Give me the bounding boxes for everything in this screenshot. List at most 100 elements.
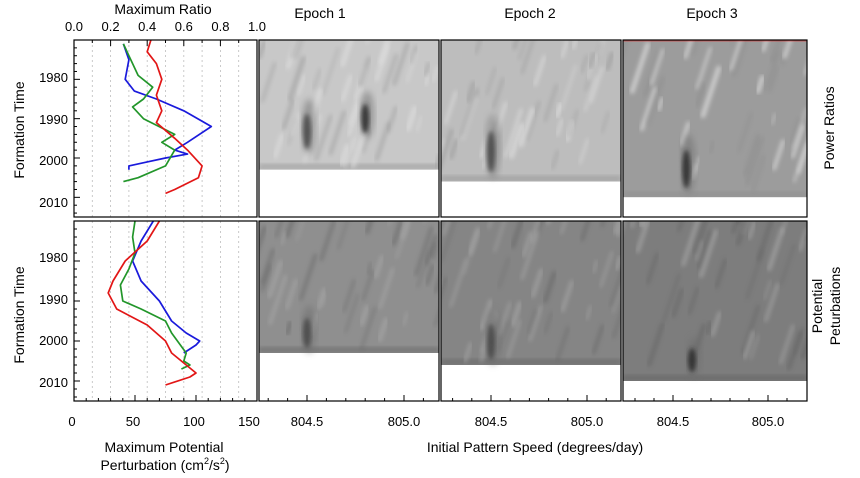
contour-streak xyxy=(556,326,570,361)
contour-streak xyxy=(267,259,284,299)
contour-streak xyxy=(604,51,615,71)
contour-streak xyxy=(449,258,468,308)
contour-streak xyxy=(474,40,482,55)
contour-streak xyxy=(314,114,333,161)
epoch-3-title: Epoch 3 xyxy=(686,5,738,21)
contour-streak xyxy=(284,320,293,336)
contour-streak xyxy=(406,52,418,83)
contour-blob xyxy=(303,113,311,149)
contour-streak xyxy=(441,276,448,297)
contour-streak xyxy=(791,124,805,159)
row-label-potential: Potential xyxy=(809,279,825,333)
epoch-3-line xyxy=(107,221,197,386)
bottom-axis-title-line1: Maximum Potential xyxy=(104,439,223,455)
contour-streak xyxy=(745,136,765,186)
contour-streak xyxy=(555,118,564,137)
contour-streak xyxy=(597,40,605,56)
contour-streak xyxy=(268,274,288,325)
contour-streak xyxy=(656,96,664,112)
contour-streak xyxy=(395,221,410,259)
contour-streak xyxy=(592,324,605,355)
contour-streak xyxy=(273,133,285,159)
contour-streak xyxy=(768,66,780,92)
contour-streak xyxy=(429,242,437,259)
no-data-mask xyxy=(623,197,807,217)
panel-frames xyxy=(73,39,808,402)
contour-streak xyxy=(497,321,509,352)
contour-streak xyxy=(518,107,536,148)
contour-streak xyxy=(599,251,614,288)
y-tick-label: 1980 xyxy=(39,70,68,85)
contour-streak xyxy=(704,320,713,335)
contour-streak xyxy=(629,42,651,94)
top-tick-label: 1.0 xyxy=(248,19,266,34)
bottom-axis-close: ) xyxy=(225,457,230,473)
contour-streak xyxy=(493,221,506,253)
contour-streak xyxy=(587,52,597,70)
tick-labels: 0.0 0.2 0.4 0.6 0.8 1.0 0 50 100 150 198… xyxy=(39,19,784,429)
contour-streak xyxy=(386,106,398,133)
y-axis-title-bottom: Formation Time xyxy=(11,266,27,363)
profile-panels xyxy=(74,40,257,401)
speed-tick-label: 804.5 xyxy=(291,414,324,429)
contour-streak xyxy=(431,65,439,83)
panel-frame xyxy=(258,220,440,402)
contour-streak xyxy=(671,288,684,318)
contour-streak xyxy=(710,311,722,337)
contour-streak xyxy=(635,221,650,254)
panel-frame xyxy=(622,220,808,402)
contour-streak xyxy=(714,258,727,289)
bottom-tick-label: 50 xyxy=(126,414,140,429)
contour-streak xyxy=(677,221,684,232)
contour-streak xyxy=(616,221,621,237)
contour-streak xyxy=(530,268,544,298)
power-ratio-panel-bg xyxy=(74,40,257,217)
contour-streak xyxy=(415,115,423,132)
superscript-2: 2 xyxy=(220,456,225,466)
contour-map-epoch-1 xyxy=(259,40,439,217)
contour-streak xyxy=(755,75,765,94)
contour-streak xyxy=(643,48,662,97)
contour-streak xyxy=(813,219,827,260)
contour-streak xyxy=(402,311,409,327)
contour-streak xyxy=(498,257,510,289)
contour-streak xyxy=(343,137,356,168)
contour-streak xyxy=(646,252,659,285)
contour-streak xyxy=(492,77,505,110)
contour-streak xyxy=(779,324,795,365)
contour-streak xyxy=(592,259,599,274)
y-tick-label: 1980 xyxy=(39,250,68,265)
contour-streak xyxy=(366,261,373,275)
contour-streak xyxy=(510,221,524,249)
contour-streak xyxy=(377,317,389,343)
contour-streak xyxy=(423,61,431,77)
contour-blob xyxy=(682,149,691,189)
contour-streak xyxy=(360,306,377,350)
top-axis-title: Maximum Ratio xyxy=(114,1,211,17)
speed-tick-label: 804.5 xyxy=(657,414,690,429)
contour-streak xyxy=(506,319,522,359)
contour-streak xyxy=(359,304,370,327)
contour-streak xyxy=(741,304,760,354)
contour-streak xyxy=(364,221,374,235)
contour-streak xyxy=(761,40,769,52)
contour-streak xyxy=(521,231,533,258)
contour-streak xyxy=(285,221,295,239)
contour-map-epoch-1 xyxy=(259,221,439,401)
perturbation-lines xyxy=(107,221,201,386)
contour-maps xyxy=(259,40,827,401)
contour-streak xyxy=(700,65,722,119)
bottom-tick-label: 0 xyxy=(68,414,75,429)
contour-streak xyxy=(679,121,691,146)
contour-blob xyxy=(361,103,370,134)
contour-streak xyxy=(751,154,766,192)
contour-streak xyxy=(554,102,563,119)
contour-streak xyxy=(742,330,755,360)
power-ratio-lines xyxy=(122,40,213,195)
contour-streak xyxy=(280,231,287,246)
contour-streak xyxy=(290,40,299,59)
contour-streak xyxy=(485,67,497,96)
contour-streak xyxy=(695,240,704,261)
contour-streak xyxy=(319,221,336,262)
top-tick-label: 0.8 xyxy=(211,19,229,34)
